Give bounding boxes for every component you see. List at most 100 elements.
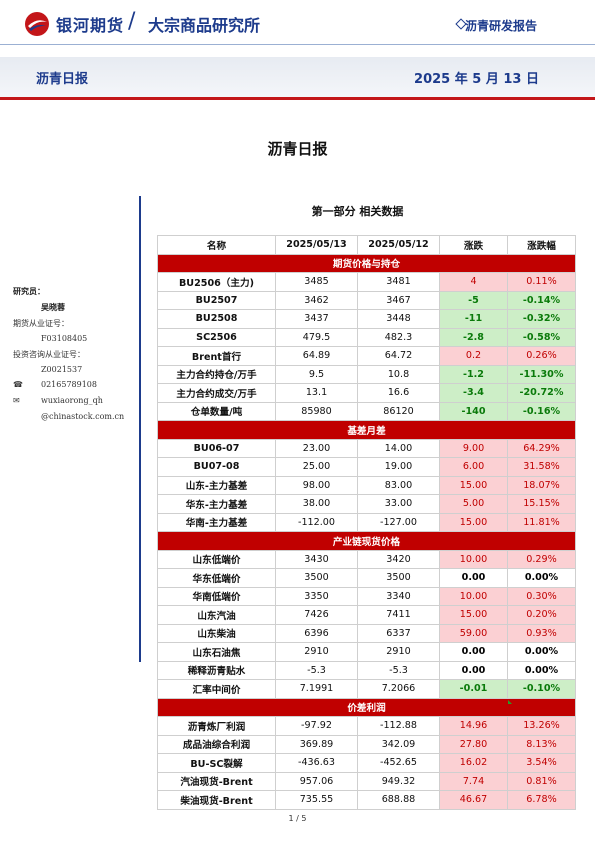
change-cell: 0.2 bbox=[439, 346, 508, 366]
header-divider bbox=[0, 44, 595, 45]
section-title: 基差月差 bbox=[157, 420, 576, 440]
value-cell-current: 3462 bbox=[275, 290, 358, 310]
name-cell: BU2508 bbox=[157, 309, 276, 329]
name-cell: 华南低端价 bbox=[157, 586, 276, 606]
page-header: 银河期货 / 大宗商品研究所 沥青研发报告 bbox=[0, 0, 595, 50]
email-domain: @chinastock.com.cn bbox=[41, 412, 125, 421]
table-row: 成品油综合利润 369.89 342.09 27.80 8.13% bbox=[157, 734, 576, 754]
change-cell: 10.00 bbox=[439, 586, 508, 606]
value-cell-previous: 3420 bbox=[357, 549, 440, 569]
phone-number: 02165789108 bbox=[41, 380, 97, 389]
section-row: 价差利润 bbox=[157, 697, 576, 717]
change-pct-cell: -0.58% bbox=[507, 327, 576, 347]
column-header: 名称 bbox=[157, 235, 276, 255]
change-pct-cell: 18.07% bbox=[507, 475, 576, 495]
change-cell: 6.00 bbox=[439, 457, 508, 477]
table-row: 华东-主力基差 38.00 33.00 5.00 15.15% bbox=[157, 494, 576, 514]
name-cell: 山东石油焦 bbox=[157, 642, 276, 662]
name-cell: BU-SC裂解 bbox=[157, 753, 276, 773]
value-cell-current: 38.00 bbox=[275, 494, 358, 514]
section-title: 产业链现货价格 bbox=[157, 531, 576, 551]
change-pct-cell: 64.29% bbox=[507, 438, 576, 458]
table-header-row: 名称 2025/05/13 2025/05/12 涨跌 涨跌幅 bbox=[157, 235, 576, 255]
researcher-name: 吴晓蓉 bbox=[41, 303, 65, 312]
change-pct-cell: 8.13% bbox=[507, 734, 576, 754]
column-header: 2025/05/13 bbox=[275, 235, 358, 255]
change-pct-cell: -20.72% bbox=[507, 383, 576, 403]
table-row: BU07-08 25.00 19.00 6.00 31.58% bbox=[157, 457, 576, 477]
value-cell-current: 735.55 bbox=[275, 790, 358, 810]
value-cell-current: 23.00 bbox=[275, 438, 358, 458]
value-cell-current: 3430 bbox=[275, 549, 358, 569]
value-cell-previous: 7411 bbox=[357, 605, 440, 625]
change-pct-cell: -0.10% bbox=[507, 679, 576, 699]
table-row: 山东石油焦 2910 2910 0.00 0.00% bbox=[157, 642, 576, 662]
value-cell-previous: 3340 bbox=[357, 586, 440, 606]
name-cell: 山东汽油 bbox=[157, 605, 276, 625]
value-cell-previous: 688.88 bbox=[357, 790, 440, 810]
value-cell-current: 9.5 bbox=[275, 364, 358, 384]
change-cell: -0.01 bbox=[439, 679, 508, 699]
name-cell: 华东-主力基差 bbox=[157, 494, 276, 514]
value-cell-previous: 949.32 bbox=[357, 771, 440, 791]
sidebar-divider bbox=[139, 196, 141, 662]
change-cell: 15.00 bbox=[439, 512, 508, 532]
change-cell: 14.96 bbox=[439, 716, 508, 736]
change-pct-cell: 3.54% bbox=[507, 753, 576, 773]
name-cell: BU2507 bbox=[157, 290, 276, 310]
table-row: 山东柴油 6396 6337 59.00 0.93% bbox=[157, 623, 576, 643]
name-cell: SC2506 bbox=[157, 327, 276, 347]
change-pct-cell: 0.20% bbox=[507, 605, 576, 625]
invest-cert-label: 投资咨询从业证号： bbox=[13, 350, 85, 359]
futures-cert-number: F03108405 bbox=[41, 334, 88, 343]
value-cell-previous: 2910 bbox=[357, 642, 440, 662]
futures-cert-label: 期货从业证号： bbox=[13, 319, 69, 328]
value-cell-current: 25.00 bbox=[275, 457, 358, 477]
table-row: 柴油现货-Brent 735.55 688.88 46.67 6.78% bbox=[157, 790, 576, 810]
brand-subtitle: 大宗商品研究所 bbox=[148, 16, 261, 35]
value-cell-previous: 3500 bbox=[357, 568, 440, 588]
table-row: Brent首行 64.89 64.72 0.2 0.26% bbox=[157, 346, 576, 366]
change-cell: 5.00 bbox=[439, 494, 508, 514]
change-pct-cell: 0.00% bbox=[507, 642, 576, 662]
change-cell: 27.80 bbox=[439, 734, 508, 754]
name-cell: 主力合约持仓/万手 bbox=[157, 364, 276, 384]
value-cell-current: 3485 bbox=[275, 272, 358, 292]
change-pct-cell: 0.00% bbox=[507, 568, 576, 588]
researcher-label: 研究员： bbox=[13, 287, 45, 296]
name-cell: 柴油现货-Brent bbox=[157, 790, 276, 810]
value-cell-current: 479.5 bbox=[275, 327, 358, 347]
brand-divider: / bbox=[128, 9, 136, 34]
change-pct-cell: 0.81% bbox=[507, 771, 576, 791]
phone-icon: ☎ bbox=[13, 380, 23, 389]
table-row: 华东低端价 3500 3500 0.00 0.00% bbox=[157, 568, 576, 588]
value-cell-current: -97.92 bbox=[275, 716, 358, 736]
table-row: 仓单数量/吨 85980 86120 -140 -0.16% bbox=[157, 401, 576, 421]
name-cell: 华南-主力基差 bbox=[157, 512, 276, 532]
value-cell-previous: 7.2066 bbox=[357, 679, 440, 699]
table-row: 汽油现货-Brent 957.06 949.32 7.74 0.81% bbox=[157, 771, 576, 791]
value-cell-current: 3500 bbox=[275, 568, 358, 588]
change-pct-cell: -0.14% bbox=[507, 290, 576, 310]
value-cell-current: 7426 bbox=[275, 605, 358, 625]
title-band bbox=[0, 57, 595, 97]
value-cell-previous: 64.72 bbox=[357, 346, 440, 366]
section-heading: 第一部分 相关数据 bbox=[311, 205, 404, 218]
brand-name: 银河期货 bbox=[56, 16, 125, 35]
name-cell: BU2506（主力) bbox=[157, 272, 276, 292]
value-cell-previous: -112.88 bbox=[357, 716, 440, 736]
value-cell-current: -112.00 bbox=[275, 512, 358, 532]
value-cell-previous: -127.00 bbox=[357, 512, 440, 532]
value-cell-previous: 86120 bbox=[357, 401, 440, 421]
change-cell: -1.2 bbox=[439, 364, 508, 384]
change-cell: -140 bbox=[439, 401, 508, 421]
name-cell: 山东柴油 bbox=[157, 623, 276, 643]
value-cell-current: 7.1991 bbox=[275, 679, 358, 699]
change-pct-cell: 31.58% bbox=[507, 457, 576, 477]
value-cell-previous: 83.00 bbox=[357, 475, 440, 495]
name-cell: 主力合约成交/万手 bbox=[157, 383, 276, 403]
change-cell: -11 bbox=[439, 309, 508, 329]
column-header: 2025/05/12 bbox=[357, 235, 440, 255]
column-header: 涨跌 bbox=[439, 235, 508, 255]
change-cell: 7.74 bbox=[439, 771, 508, 791]
